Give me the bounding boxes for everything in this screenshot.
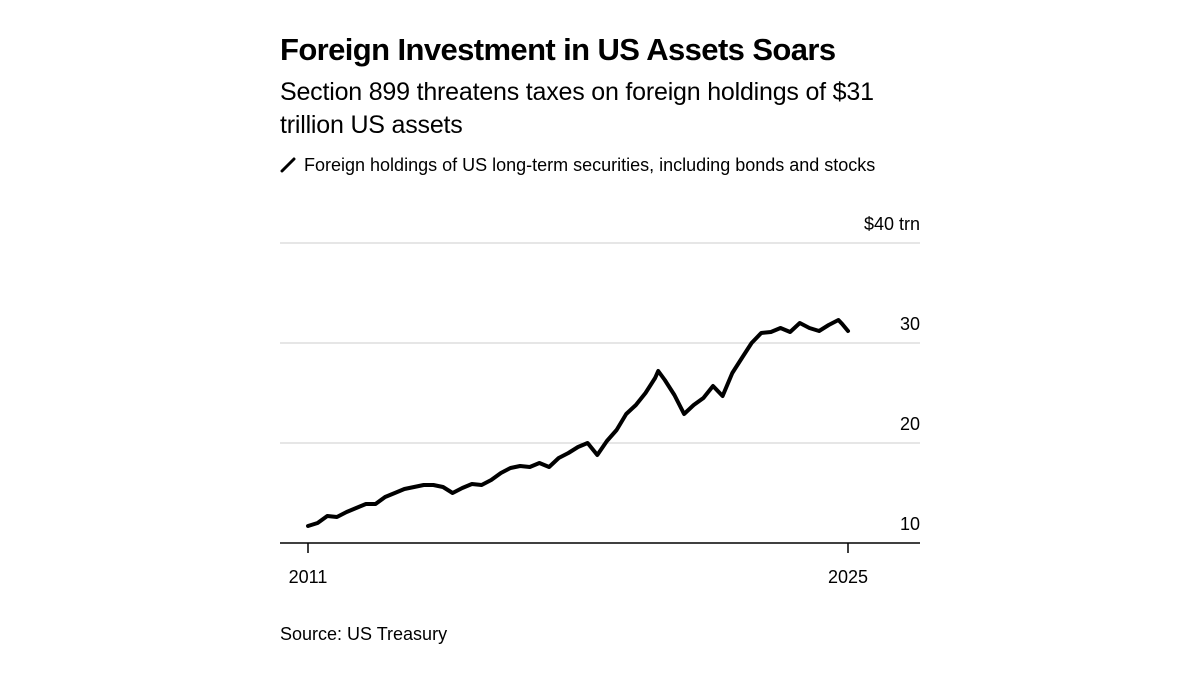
chart-subtitle: Section 899 threatens taxes on foreign h… — [280, 78, 874, 139]
x-axis: 2011 2025 — [280, 542, 920, 587]
legend-label: Foreign holdings of US long-term securit… — [304, 155, 876, 175]
legend-line-icon — [280, 157, 296, 173]
series-line-0 — [306, 318, 850, 528]
y-tick-label-40: $40 trn — [864, 214, 920, 234]
x-tick-label-2025: 2025 — [828, 567, 868, 587]
series-group — [306, 318, 850, 528]
x-tick-label-2011: 2011 — [289, 567, 328, 587]
legend: Foreign holdings of US long-term securit… — [280, 154, 920, 177]
y-axis-tick-labels: $40 trn 30 20 10 — [864, 214, 920, 534]
gridlines — [280, 242, 920, 444]
y-tick-label-10: 10 — [900, 514, 920, 534]
chart-title: Foreign Investment in US Assets Soars — [280, 32, 836, 67]
y-tick-label-20: 20 — [900, 414, 920, 434]
y-tick-label-30: 30 — [900, 314, 920, 334]
source-note: Source: US Treasury — [280, 624, 448, 644]
